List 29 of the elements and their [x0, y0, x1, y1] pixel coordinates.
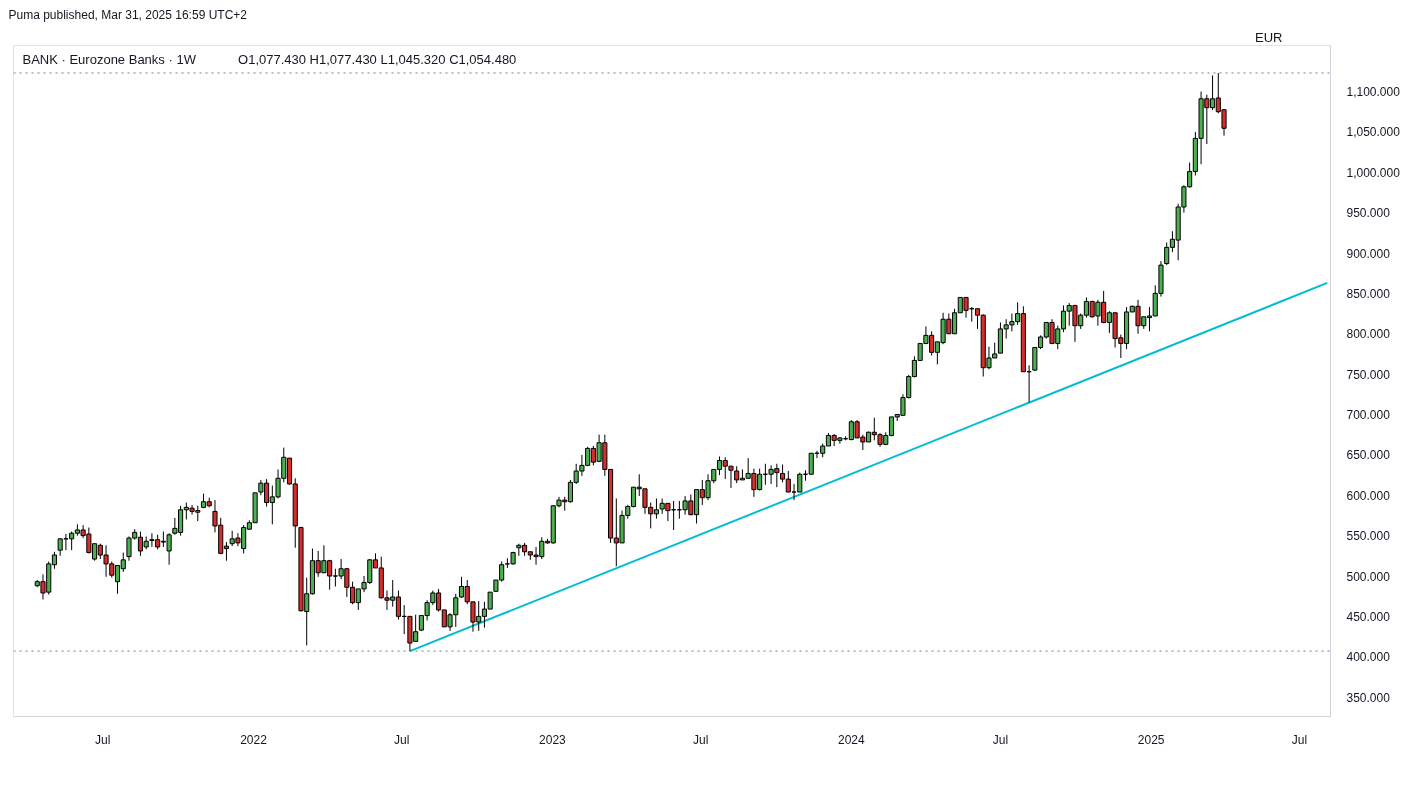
text: Puma published, Mar 31, 2025 16:59 UTC+2: [8, 7, 248, 22]
y-tick-label: 900.000: [1346, 246, 1391, 261]
y-tick-label: 1,000.000: [1346, 165, 1401, 180]
y-tick-label: 1,050.000: [1346, 125, 1401, 140]
y-tick-label: 850.000: [1346, 286, 1391, 301]
x-tick-label: Jul: [394, 732, 410, 747]
x-tick-label: 2024: [838, 732, 866, 747]
y-tick-label: 700.000: [1346, 408, 1391, 423]
x-tick-label: 2025: [1137, 732, 1165, 747]
y-tick-label: 350.000: [1346, 690, 1391, 705]
y-axis-title: EUR: [1255, 29, 1283, 45]
y-tick-label: 950.000: [1346, 206, 1391, 221]
y-tick-label: 500.000: [1346, 569, 1391, 584]
y-tick-label: 750.000: [1346, 367, 1391, 382]
y-tick-label: 650.000: [1346, 448, 1391, 463]
x-tick-label: Jul: [95, 732, 111, 747]
y-tick-label: 400.000: [1346, 650, 1391, 665]
y-tick-label: 1,100.000: [1346, 85, 1401, 100]
x-tick-label: Jul: [1291, 732, 1308, 747]
x-tick-label: Jul: [693, 732, 709, 747]
x-tick-label: 2022: [240, 732, 268, 747]
x-tick-label: Jul: [992, 732, 1009, 747]
annotation: O1,077.430 H1,077.430 L1,045.320 C1,054.480: [238, 52, 517, 67]
y-tick-label: 800.000: [1346, 327, 1391, 342]
x-tick-label: 2023: [539, 732, 567, 747]
text: BANK · Eurozone Banks · 1W: [22, 52, 197, 67]
y-tick-label: 600.000: [1346, 488, 1391, 503]
y-tick-label: 550.000: [1346, 529, 1391, 544]
y-tick-label: 450.000: [1346, 609, 1391, 624]
